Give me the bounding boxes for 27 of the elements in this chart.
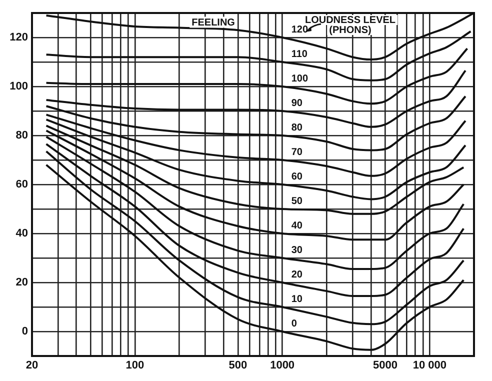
- series-label: 90: [291, 98, 303, 109]
- series-label: 20: [291, 269, 303, 280]
- y-tick-label: 40: [16, 228, 28, 240]
- y-tick-label: 80: [16, 130, 28, 142]
- x-tick-label: 1000: [270, 360, 295, 372]
- x-tick-label: 100: [126, 360, 144, 372]
- y-tick-label: 120: [10, 32, 28, 44]
- x-tick-label: 5000: [373, 360, 398, 372]
- y-tick-label: 0: [22, 326, 28, 338]
- series-label: 70: [291, 146, 303, 158]
- series-label: 60: [291, 171, 303, 182]
- annotation: FEELING: [192, 18, 236, 29]
- x-tick-label: 500: [228, 360, 248, 372]
- y-tick-label: 100: [10, 80, 28, 93]
- series-label: 30: [291, 244, 303, 256]
- x-tick-label: 20: [26, 360, 38, 372]
- series-label: 100: [291, 73, 308, 84]
- series-label: 10: [291, 294, 303, 305]
- series-label: 110: [291, 48, 308, 60]
- series-label: 40: [291, 220, 303, 232]
- y-tick-label: 20: [16, 276, 28, 289]
- series-label: 80: [291, 122, 303, 134]
- series-label: 0: [291, 318, 298, 330]
- x-tick-label: 10 000: [412, 360, 446, 372]
- series-label: 50: [291, 196, 303, 207]
- legend-label: 120: [291, 24, 308, 36]
- y-tick-label: 60: [16, 178, 28, 191]
